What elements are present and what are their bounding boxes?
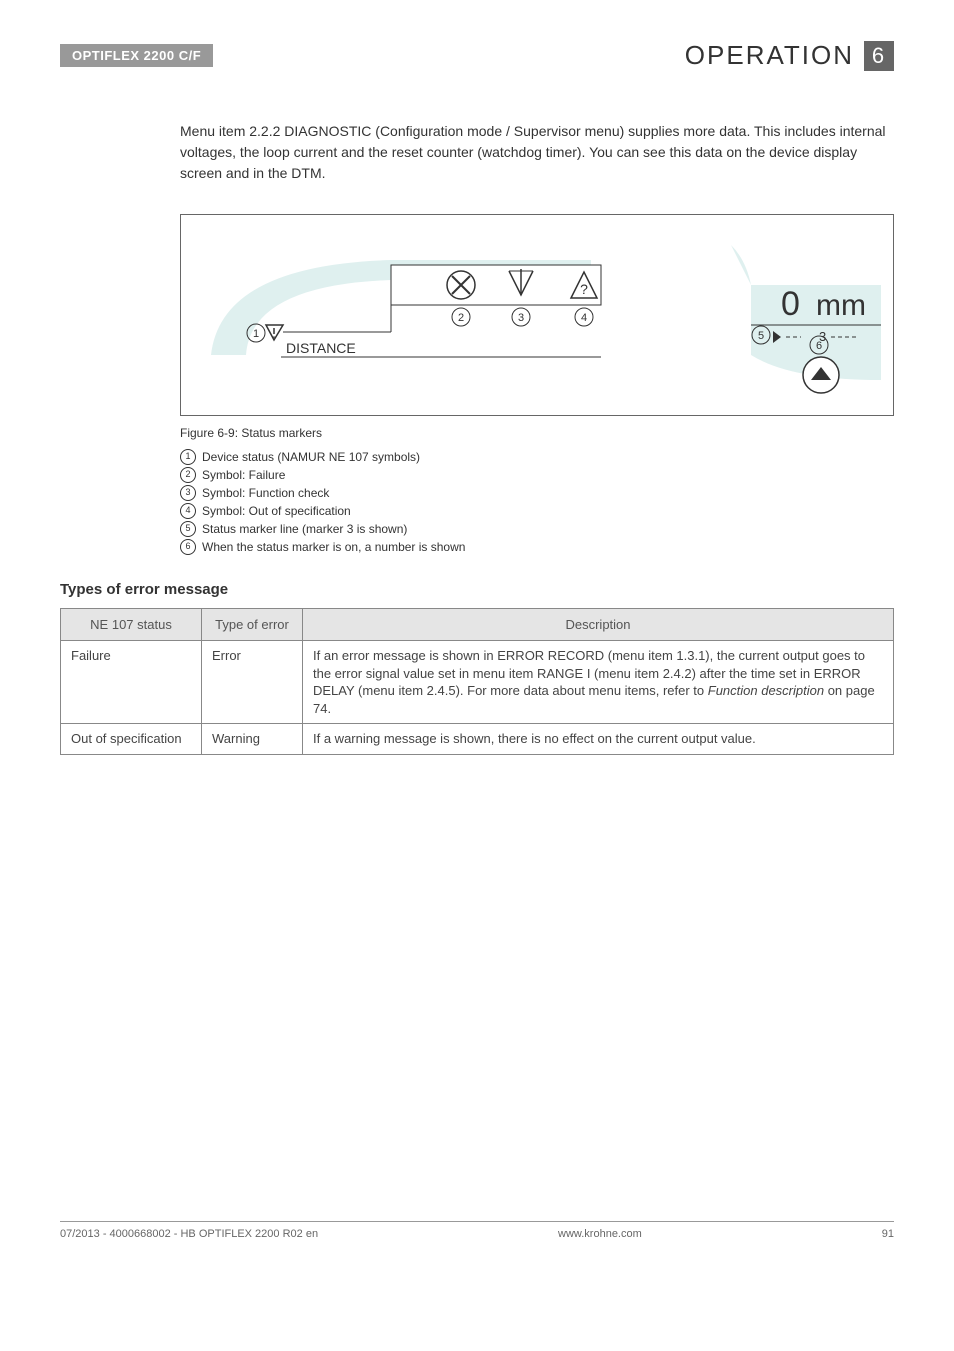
intro-paragraph: Menu item 2.2.2 DIAGNOSTIC (Configuratio… <box>180 121 894 184</box>
svg-text:5: 5 <box>758 330 764 342</box>
footer-left: 07/2013 - 4000668002 - HB OPTIFLEX 2200 … <box>60 1228 318 1240</box>
footer-center: www.krohne.com <box>558 1228 642 1240</box>
cell-desc-1: If a warning message is shown, there is … <box>303 724 894 755</box>
legend-text-1: Device status (NAMUR NE 107 symbols) <box>202 448 420 466</box>
footer-right: 91 <box>882 1228 894 1240</box>
th-type: Type of error <box>202 609 303 641</box>
svg-text:4: 4 <box>581 312 587 324</box>
svg-text:1: 1 <box>253 328 259 340</box>
unit-label: mm <box>816 289 866 322</box>
cell-status-0: Failure <box>61 641 202 724</box>
th-status: NE 107 status <box>61 609 202 641</box>
legend-num-5: 5 <box>180 521 196 537</box>
page-footer: 07/2013 - 4000668002 - HB OPTIFLEX 2200 … <box>60 1221 894 1240</box>
cell-status-1: Out of specification <box>61 724 202 755</box>
table-row: Failure Error If an error message is sho… <box>61 641 894 724</box>
cell-desc-0: If an error message is shown in ERROR RE… <box>303 641 894 724</box>
legend-text-4: Symbol: Out of specification <box>202 502 351 520</box>
header-badge: 6 <box>864 41 894 71</box>
legend-num-3: 3 <box>180 485 196 501</box>
cell-type-0: Error <box>202 641 303 724</box>
legend-text-6: When the status marker is on, a number i… <box>202 538 465 556</box>
error-table: NE 107 status Type of error Description … <box>60 608 894 755</box>
figure-legend: 1Device status (NAMUR NE 107 symbols) 2S… <box>180 448 894 556</box>
header-section: OPERATION 6 <box>685 40 894 71</box>
legend-text-3: Symbol: Function check <box>202 484 329 502</box>
header-section-label: OPERATION <box>685 40 854 71</box>
table-row: Out of specification Warning If a warnin… <box>61 724 894 755</box>
legend-text-2: Symbol: Failure <box>202 466 285 484</box>
legend-text-5: Status marker line (marker 3 is shown) <box>202 520 407 538</box>
header-product: OPTIFLEX 2200 C/F <box>60 44 213 67</box>
figure-box: 1 DISTANCE 2 3 ? 4 <box>180 214 894 416</box>
figure-caption: Figure 6-9: Status markers <box>180 426 894 440</box>
legend-num-6: 6 <box>180 539 196 555</box>
svg-text:6: 6 <box>816 340 822 352</box>
legend-num-2: 2 <box>180 467 196 483</box>
th-desc: Description <box>303 609 894 641</box>
svg-text:?: ? <box>580 281 588 297</box>
section-title: Types of error message <box>60 581 894 598</box>
legend-num-1: 1 <box>180 449 196 465</box>
svg-text:3: 3 <box>518 312 524 324</box>
svg-text:2: 2 <box>458 312 464 324</box>
legend-num-4: 4 <box>180 503 196 519</box>
distance-label: DISTANCE <box>286 340 356 356</box>
zero-label: 0 <box>781 285 800 323</box>
cell-type-1: Warning <box>202 724 303 755</box>
page-header: OPTIFLEX 2200 C/F OPERATION 6 <box>60 40 894 71</box>
